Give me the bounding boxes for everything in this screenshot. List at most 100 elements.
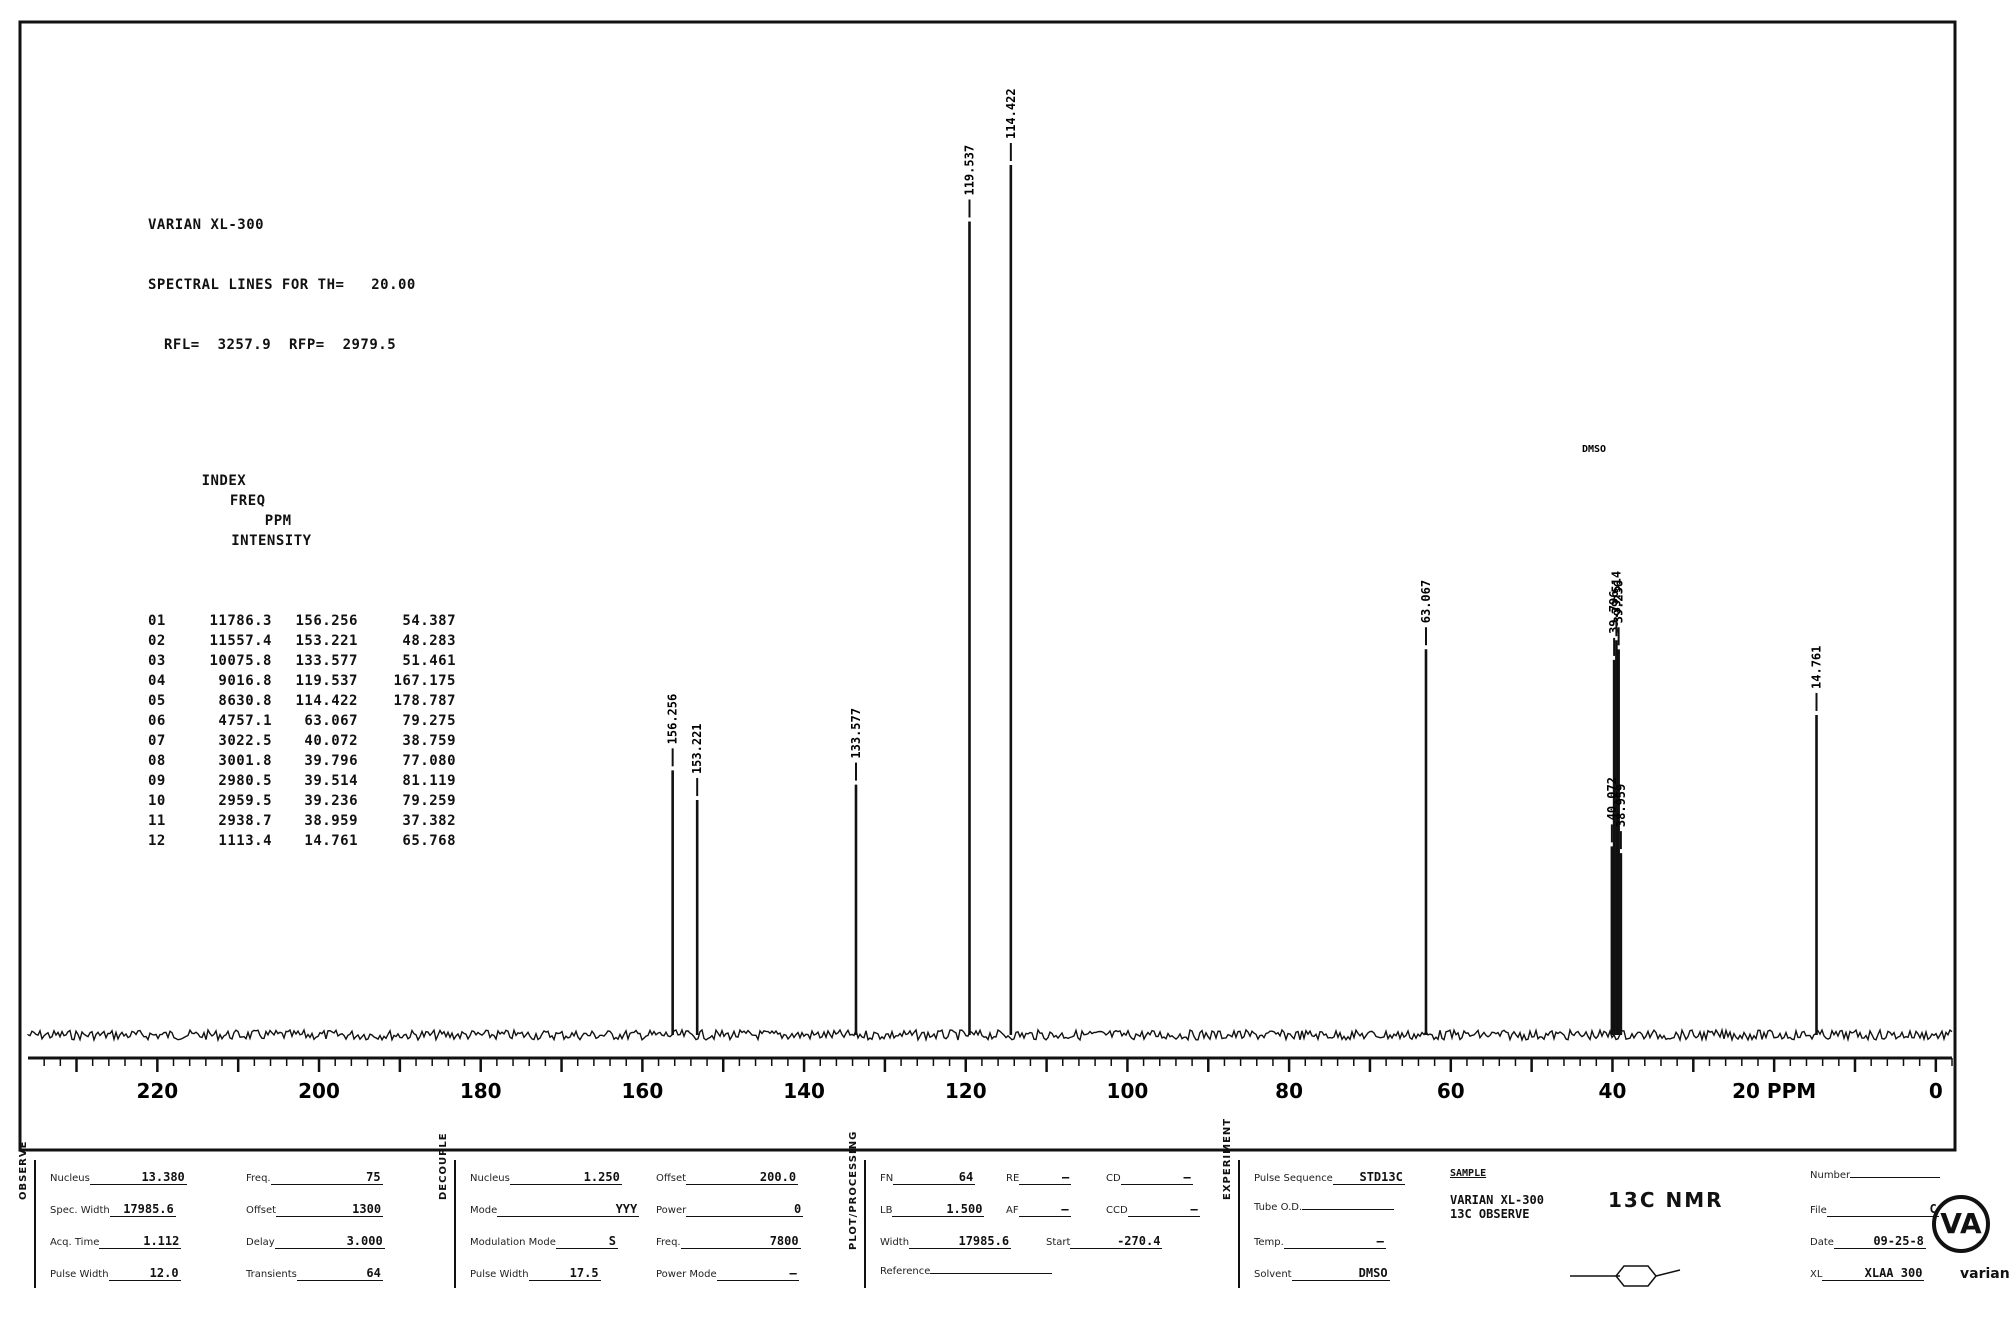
peak-table-cell: 51.461: [402, 653, 456, 669]
decouple-field: Modulation Mode S: [470, 1234, 618, 1249]
decouple-field: Power Mode —: [656, 1266, 799, 1281]
x-tick-label: 0: [1929, 1079, 1943, 1103]
plot-field: FN 64: [880, 1170, 976, 1185]
decouple-field: Nucleus 1.250: [470, 1170, 622, 1185]
x-tick-label: 160: [622, 1079, 664, 1103]
observe-field: Nucleus 13.380: [50, 1170, 187, 1185]
structure-sketch: [1570, 1265, 1681, 1287]
decouple-title: DECOUPLE: [438, 1132, 449, 1200]
experiment-field: Temp. —: [1254, 1234, 1386, 1249]
peak-table-cell: 3022.5: [218, 733, 272, 749]
peak-table-cell: 10: [148, 793, 166, 809]
peak-table-cell: 2938.7: [218, 813, 272, 829]
peak-table-cell: 38.759: [402, 733, 456, 749]
sample-title: SAMPLE: [1450, 1168, 1487, 1179]
peak-label: 153.221: [690, 723, 704, 774]
peak-table-row: 09 2980.5 39.514 81.119: [148, 771, 456, 791]
col-intensity: INTENSITY: [231, 533, 312, 549]
x-tick-label: 200: [298, 1079, 340, 1103]
peak-table-cell: 01: [148, 613, 166, 629]
peak-label: 39.796: [1607, 591, 1621, 634]
peak-label: 63.067: [1419, 580, 1433, 623]
reference-line: RFL= 3257.9 RFP= 2979.5: [164, 337, 397, 353]
peak-table-cell: 119.537: [295, 673, 358, 689]
varian-logo-icon: VA: [1932, 1195, 1990, 1253]
peak-label: 156.256: [666, 694, 680, 745]
peak-table-cell: 81.119: [402, 773, 456, 789]
peak-label: 114.422: [1004, 88, 1018, 139]
instrument-name: VARIAN XL-300: [148, 217, 265, 233]
peak-table-cell: 38.959: [304, 813, 358, 829]
peak-table-cell: 156.256: [295, 613, 358, 629]
decouple-field: Pulse Width 17.5: [470, 1266, 601, 1281]
observe-field: Acq. Time 1.112: [50, 1234, 182, 1249]
peak-table-cell: 114.422: [295, 693, 358, 709]
peak-table-cell: 14.761: [304, 833, 358, 849]
peak-table-row: 03 10075.8 133.577 51.461: [148, 651, 456, 671]
plot-field: Start -270.4: [1046, 1234, 1163, 1249]
x-tick-label: 220: [136, 1079, 178, 1103]
x-tick-label: 180: [460, 1079, 502, 1103]
info-field: XL XLAA 300: [1810, 1266, 1925, 1281]
peak-table-cell: 79.259: [402, 793, 456, 809]
observe-group: OBSERVE Nucleus 13.380 Spec. Width 17985.6…: [18, 1141, 416, 1288]
peak-table-row: 07 3022.5 40.072 38.759: [148, 731, 456, 751]
x-tick-label: 20 PPM: [1732, 1079, 1816, 1103]
x-tick-label: 60: [1437, 1079, 1465, 1103]
handwritten-note: 13C NMR: [1608, 1188, 1724, 1212]
peak-table-row: 10 2959.5 39.236 79.259: [148, 791, 456, 811]
peak-table-cell: 03: [148, 653, 166, 669]
peak-table-cell: 11: [148, 813, 166, 829]
x-tick-label: 40: [1599, 1079, 1627, 1103]
brand-name: varian: [1960, 1266, 2009, 1282]
plot-field: Reference: [880, 1266, 1053, 1277]
observe-field: Pulse Width 12.0: [50, 1266, 181, 1281]
col-index: INDEX: [201, 473, 247, 489]
peak-table-cell: 3001.8: [218, 753, 272, 769]
info-field: Number: [1810, 1170, 1941, 1181]
peak-table-cell: 2959.5: [218, 793, 272, 809]
peak-table-cell: 2980.5: [218, 773, 272, 789]
peak-table-cell: 65.768: [402, 833, 456, 849]
info-field: Date 09-25-8: [1810, 1234, 1926, 1249]
peak-label: 39.236: [1612, 580, 1626, 623]
peak-label: 40.072: [1605, 777, 1619, 820]
plot-field: CCD —: [1106, 1202, 1200, 1217]
x-tick-label: 120: [945, 1079, 987, 1103]
plot-field: Width 17985.6: [880, 1234, 1012, 1249]
peak-table: VARIAN XL-300 SPECTRAL LINES FOR TH= 20.…: [148, 175, 456, 891]
decouple-group: DECOUPLE Nucleus 1.250 Mode YYY Modulation…: [438, 1132, 826, 1288]
peak-table-cell: 167.175: [393, 673, 456, 689]
peak-table-cell: 05: [148, 693, 166, 709]
plot-field: RE —: [1006, 1170, 1072, 1185]
spectral-lines-title: SPECTRAL LINES FOR TH= 20.00: [148, 277, 416, 293]
peak-table-row: 04 9016.8 119.537 167.175: [148, 671, 456, 691]
peak-table-row: 08 3001.8 39.796 77.080: [148, 751, 456, 771]
decouple-field: Freq. 7800: [656, 1234, 801, 1249]
x-tick-label: 80: [1275, 1079, 1303, 1103]
peak-table-cell: 04: [148, 673, 166, 689]
observe-field: Freq. 75: [246, 1170, 383, 1185]
peak-table-cell: 178.787: [393, 693, 456, 709]
peak-table-cell: 08: [148, 753, 166, 769]
peak-table-row: 11 2938.7 38.959 37.382: [148, 811, 456, 831]
baseline-noise: [27, 1027, 1953, 1043]
peak-table-row: 05 8630.8 114.422 178.787: [148, 691, 456, 711]
experiment-field: Solvent DMSO: [1254, 1266, 1390, 1281]
peak-label: 38.959: [1614, 784, 1628, 827]
peak-table-cell: 133.577: [295, 653, 358, 669]
peak-table-cell: 07: [148, 733, 166, 749]
observe-field: Transients 64: [246, 1266, 383, 1281]
peak-table-cell: 06: [148, 713, 166, 729]
solvent-note: DMSO: [1582, 444, 1606, 455]
peak-label: 119.537: [962, 145, 976, 196]
peak-table-row: 01 11786.3 156.256 54.387: [148, 611, 456, 631]
peak-table-cell: 1113.4: [218, 833, 272, 849]
peak-table-cell: 8630.8: [218, 693, 272, 709]
peak-table-cell: 79.275: [402, 713, 456, 729]
decouple-field: Offset 200.0: [656, 1170, 799, 1185]
plot-frame: [18, 20, 1957, 1152]
x-tick-label: 100: [1107, 1079, 1149, 1103]
peak-table-row: 12 1113.4 14.761 65.768: [148, 831, 456, 851]
